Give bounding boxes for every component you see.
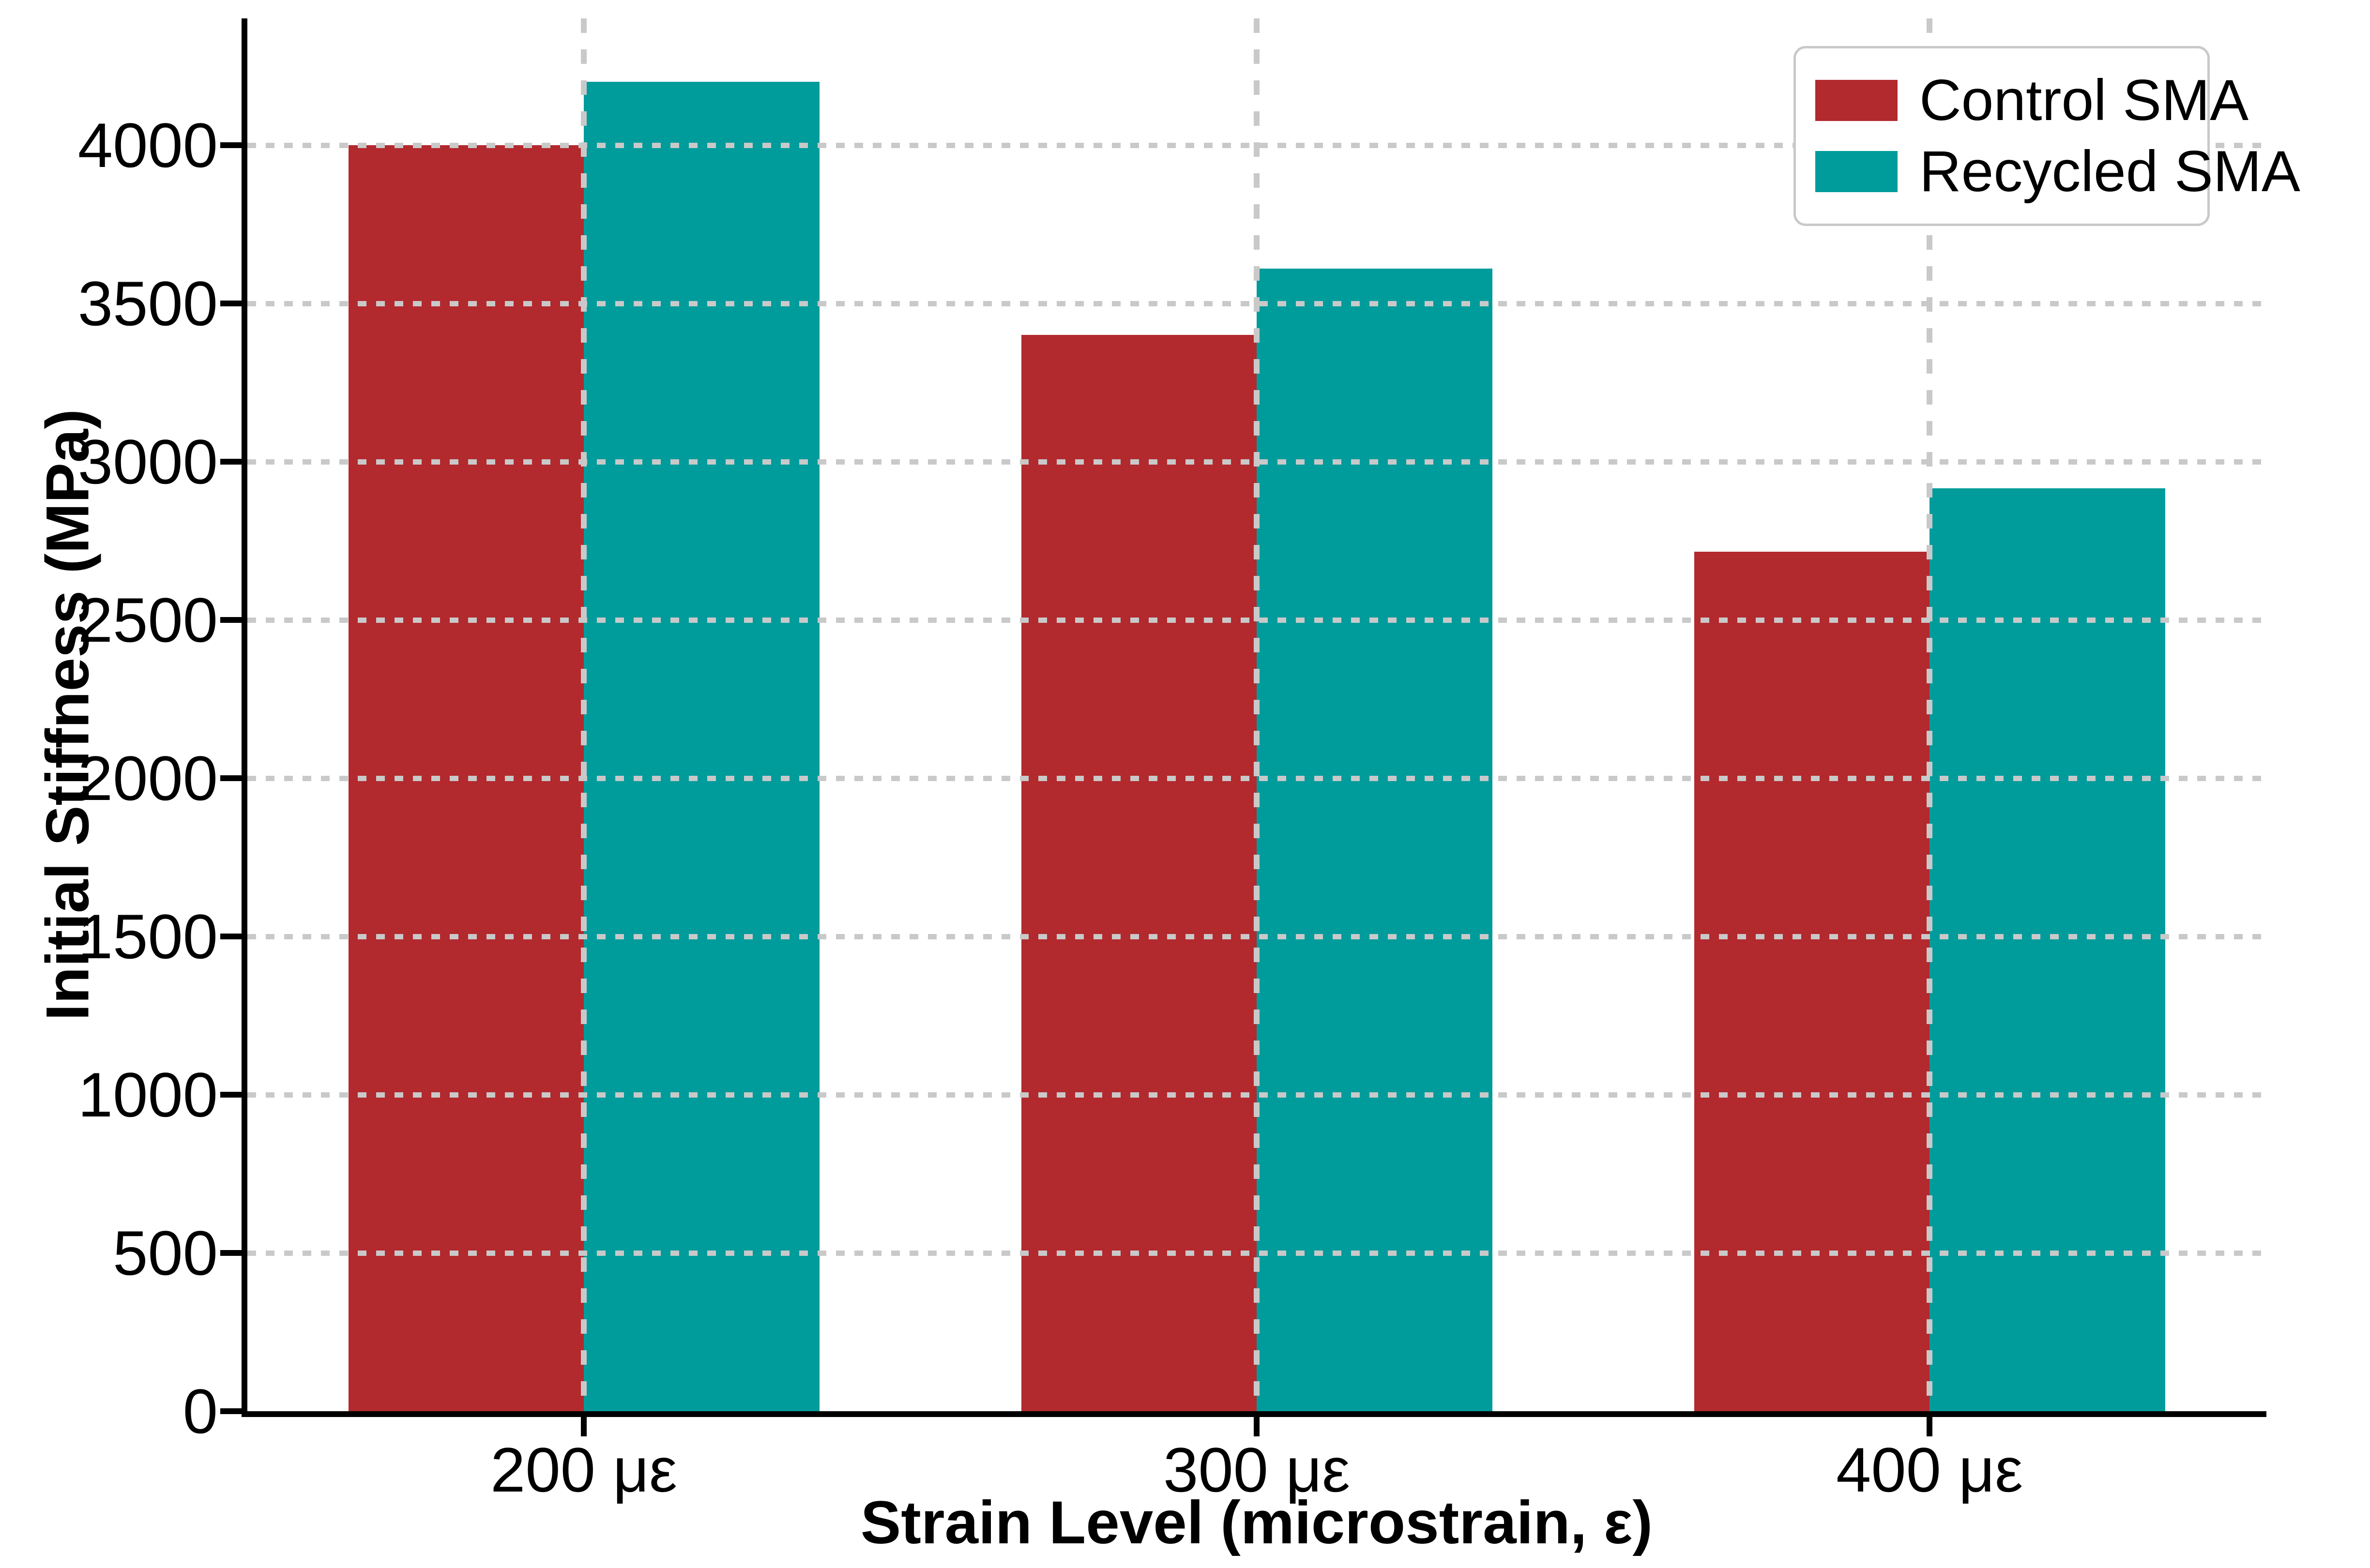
y-tick-mark-3500 — [220, 300, 242, 306]
legend-swatch-icon — [1815, 80, 1898, 121]
x-tick-label: 400 με — [1836, 1434, 2023, 1505]
y-tick-mark-1000 — [220, 1091, 242, 1098]
y-tick-mark-0 — [220, 1408, 242, 1414]
bar-recycled-sma-300-με — [1257, 268, 1492, 1411]
bar-recycled-sma-200-με — [584, 81, 820, 1411]
x-tick-mark-3 — [1927, 1417, 1932, 1436]
y-tick-mark-2000 — [220, 775, 242, 781]
y-axis-title: Initial Stiffness (MPa) — [34, 408, 102, 1021]
y-tick-label: 0 — [182, 1376, 218, 1447]
y-tick-label: 3000 — [77, 426, 218, 497]
x-axis-title: Strain Level (microstrain, ε) — [860, 1489, 1653, 1556]
y-tick-label: 1500 — [77, 901, 218, 972]
legend-label: Control SMA — [1919, 68, 2249, 133]
y-tick-label: 2000 — [77, 742, 218, 814]
y-tick-mark-1500 — [220, 933, 242, 939]
x-tick-label: 200 με — [490, 1434, 677, 1505]
y-tick-mark-2500 — [220, 617, 242, 623]
legend-label: Recycled SMA — [1919, 139, 2300, 204]
y-tick-label: 4000 — [77, 109, 218, 181]
x-tick-mark-1 — [581, 1417, 587, 1436]
bar-control-sma-300-με — [1021, 335, 1257, 1411]
x-tick-label: 300 με — [1163, 1434, 1350, 1505]
plot-area — [247, 18, 2266, 1411]
y-tick-label: 1000 — [77, 1059, 218, 1130]
y-axis-spine — [242, 18, 247, 1417]
legend-item-control-sma: Control SMA — [1815, 68, 2248, 133]
x-axis-spine — [242, 1411, 2266, 1417]
y-tick-label: 2500 — [77, 584, 218, 655]
legend-swatch-icon — [1815, 151, 1898, 192]
legend-item-recycled-sma: Recycled SMA — [1815, 139, 2300, 204]
y-tick-mark-3000 — [220, 458, 242, 465]
x-tick-mark-2 — [1254, 1417, 1260, 1436]
legend: Control SMA Recycled SMA — [1793, 46, 2300, 226]
y-tick-label: 3500 — [77, 268, 218, 339]
v-gridline-1 — [581, 18, 587, 1411]
bar-recycled-sma-400-με — [1929, 488, 2165, 1411]
v-gridline-2 — [1254, 18, 1260, 1411]
bar-control-sma-400-με — [1694, 552, 1929, 1411]
v-gridline-3 — [1927, 18, 1932, 1411]
y-tick-label: 500 — [113, 1217, 218, 1288]
y-tick-mark-4000 — [220, 142, 242, 148]
y-tick-mark-500 — [220, 1250, 242, 1256]
